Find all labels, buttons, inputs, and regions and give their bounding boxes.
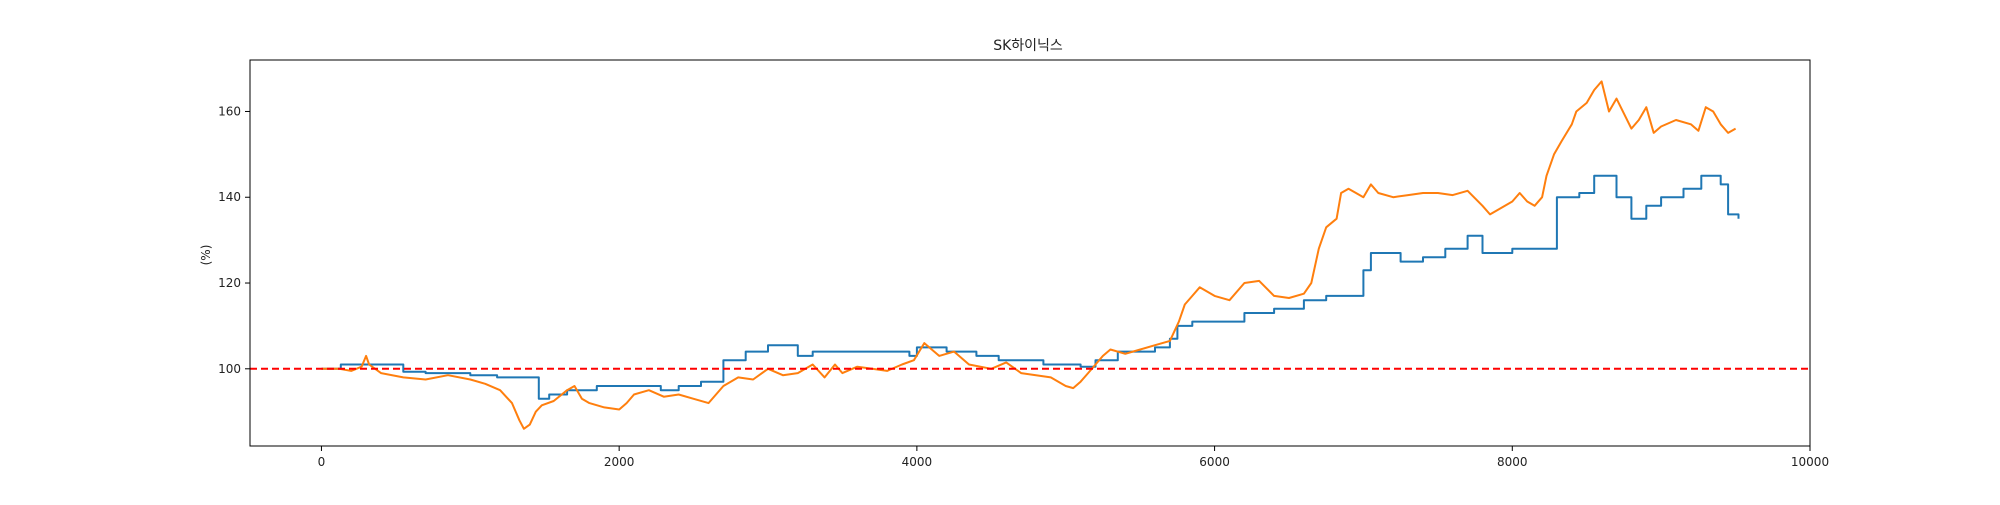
x-tick-label: 10000: [1791, 455, 1829, 469]
x-tick-label: 4000: [902, 455, 933, 469]
y-tick-label: 140: [218, 190, 241, 204]
x-tick-label: 6000: [1199, 455, 1230, 469]
y-tick-label: 120: [218, 276, 241, 290]
x-tick-label: 0: [318, 455, 326, 469]
chart-title: SK하이닉스: [993, 38, 1063, 54]
y-axis-label: (%): [199, 245, 213, 266]
x-tick-label: 8000: [1497, 455, 1528, 469]
plot-frame: [249, 59, 1811, 447]
series-line-1: [321, 174, 1740, 400]
plot-area: 0 2000 4000 6000 8000 10000 100 120 140 160: [218, 59, 1829, 469]
y-tick-label: 100: [218, 362, 241, 376]
y-tick-label: 160: [218, 104, 241, 118]
x-tick-label: 2000: [604, 455, 635, 469]
series-line-2: [321, 80, 1737, 430]
